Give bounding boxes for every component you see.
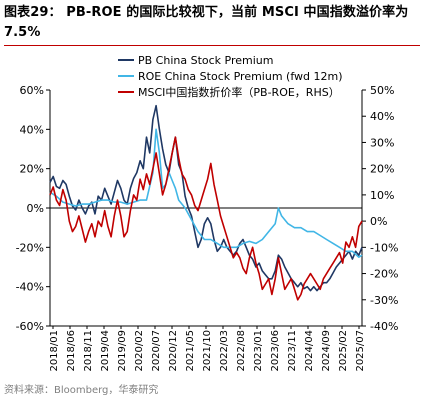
- y-right-tick-label: -10%: [370, 241, 398, 254]
- y-right-tick-label: 30%: [370, 136, 394, 149]
- y-left-tick-label: 60%: [20, 84, 44, 97]
- x-tick-label: 2023/01: [253, 330, 264, 372]
- x-tick-label: 2018/11: [83, 330, 94, 372]
- x-tick-label: 2021/10: [202, 330, 213, 372]
- x-tick-label: 2019/04: [100, 330, 111, 372]
- title-divider: [4, 45, 420, 46]
- legend: PB China Stock Premium ROE China Stock Pr…: [118, 54, 343, 99]
- x-tick-label: 2022/03: [219, 330, 230, 372]
- y-right-tick-label: -40%: [370, 320, 398, 333]
- y-left-tick-label: -60%: [16, 320, 44, 333]
- y-left-tick-label: -20%: [16, 241, 44, 254]
- x-tick-label: 2020/07: [151, 330, 162, 372]
- x-tick-label: 2024/09: [321, 330, 332, 372]
- legend-label-2: ROE China Stock Premium (fwd 12m): [138, 70, 343, 83]
- y-left-tick-label: 0%: [27, 202, 44, 215]
- source-note: 资料来源：Bloomberg，华泰研究: [4, 385, 159, 396]
- x-tick-label: 2025/07: [355, 330, 366, 372]
- line-chart: -60% -40% -20% 0% 20% 40% 60% -40% -30% -20% -10% 0…: [16, 54, 399, 372]
- x-tick-label: 2018/01: [49, 330, 60, 372]
- x-tick-label: 2025/02: [338, 330, 349, 372]
- x-tick-label: 2024/04: [304, 330, 315, 372]
- y-left-tick-label: 20%: [20, 163, 44, 176]
- y-right-tick-label: 0%: [370, 215, 387, 228]
- series-lines: [49, 104, 363, 301]
- x-tick-label: 2023/06: [270, 330, 281, 372]
- y-right-tick-label: 10%: [370, 189, 394, 202]
- x-tick-label: 2019/09: [117, 330, 128, 372]
- y-right-tick-label: 20%: [370, 163, 394, 176]
- roe-premium-line: [49, 128, 363, 258]
- figure-title: 图表29： PB-ROE 的国际比较视下，当前 MSCI 中国指数溢价率为 7.…: [4, 5, 409, 40]
- x-tick-label: 2023/11: [287, 330, 298, 372]
- y-right-tick-label: -30%: [370, 294, 398, 307]
- x-tick-label: 2018/06: [66, 330, 77, 372]
- pb-premium-line: [49, 104, 363, 292]
- x-tick-label: 2021/05: [185, 330, 196, 372]
- y-right-tick-label: -20%: [370, 268, 398, 281]
- legend-label-3: MSCI中国指数折价率（PB-ROE，RHS）: [138, 85, 340, 99]
- x-tick-label: 2020/02: [134, 330, 145, 372]
- x-tick-label: 2020/12: [168, 330, 179, 372]
- x-tick-label: 2022/08: [236, 330, 247, 372]
- y-left-tick-label: 40%: [20, 123, 44, 136]
- legend-label-1: PB China Stock Premium: [138, 54, 273, 67]
- msci-premium-line: [49, 136, 363, 301]
- y-right-tick-label: 50%: [370, 84, 394, 97]
- y-right-tick-label: 40%: [370, 110, 394, 123]
- y-left-tick-label: -40%: [16, 281, 44, 294]
- axes: -60% -40% -20% 0% 20% 40% 60% -40% -30% -20% -10% 0…: [16, 84, 399, 372]
